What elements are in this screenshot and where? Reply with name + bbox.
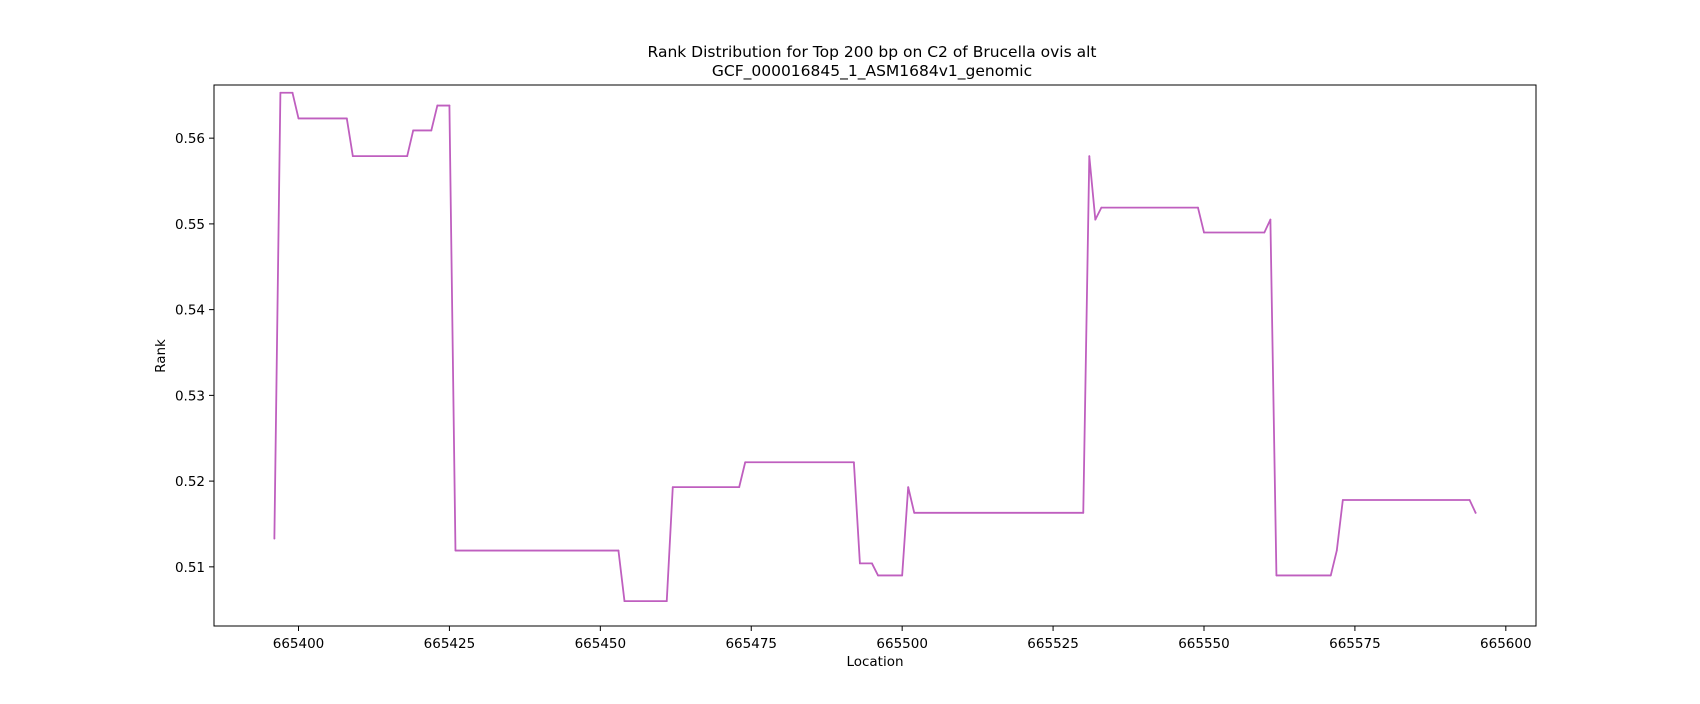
- data-point: [907, 486, 910, 489]
- chart-title: Rank Distribution for Top 200 bp on C2 o…: [648, 43, 1097, 61]
- data-point: [1263, 231, 1266, 234]
- y-tick-label: 0.51: [175, 560, 205, 576]
- plot-frame: [213, 84, 1537, 627]
- y-axis-label: Rank: [153, 339, 169, 373]
- data-point: [852, 461, 855, 464]
- data-point: [297, 117, 300, 120]
- data-point: [412, 129, 415, 132]
- data-point: [623, 600, 626, 603]
- data-point: [1329, 574, 1332, 577]
- x-tick-label: 665600: [1480, 636, 1532, 652]
- y-tick-label: 0.52: [175, 474, 205, 490]
- plot-area: 665400 665425 665450 665475 665500 665525 6655…: [175, 91, 1532, 652]
- data-point: [1468, 499, 1471, 501]
- x-tick-label: 665500: [876, 636, 928, 652]
- data-point: [436, 104, 439, 107]
- x-tick-label: 665425: [424, 636, 476, 652]
- data-point: [1275, 574, 1278, 577]
- data-point: [859, 562, 861, 565]
- data-point: [1088, 155, 1091, 158]
- data-point: [1094, 218, 1097, 221]
- data-point: [1269, 218, 1272, 221]
- x-tick-label: 665550: [1178, 636, 1230, 652]
- data-point: [1341, 499, 1344, 501]
- data-point: [406, 155, 409, 158]
- data-point: [1100, 206, 1103, 209]
- chart-subtitle: GCF_000016845_1_ASM1684v1_genomic: [712, 62, 1032, 81]
- y-tick-label: 0.56: [175, 131, 205, 147]
- data-point: [1474, 511, 1477, 514]
- data-point: [617, 549, 620, 552]
- data-point: [665, 600, 668, 603]
- y-tick-label: 0.55: [175, 217, 205, 233]
- data-point: [273, 537, 276, 540]
- x-tick-label: 665475: [725, 636, 777, 652]
- data-point: [1197, 206, 1199, 209]
- data-point: [1335, 549, 1338, 552]
- data-point: [345, 117, 348, 120]
- x-tick-label: 665450: [575, 636, 627, 652]
- data-point: [454, 549, 457, 552]
- data-point: [913, 511, 916, 514]
- x-tick-label: 665400: [273, 636, 325, 652]
- data-point: [1082, 511, 1085, 514]
- data-point: [901, 574, 904, 577]
- y-tick-label: 0.54: [175, 303, 205, 319]
- data-point: [877, 574, 879, 577]
- data-point: [430, 129, 433, 132]
- data-point: [738, 486, 741, 489]
- data-point: [744, 461, 747, 464]
- x-tick-label: 665575: [1329, 636, 1381, 652]
- data-point: [291, 91, 294, 94]
- x-axis-label: Location: [846, 654, 903, 670]
- y-tick-label: 0.53: [175, 388, 205, 404]
- data-point: [279, 91, 282, 94]
- data-point: [1203, 231, 1205, 234]
- data-point: [448, 104, 451, 107]
- data-point: [871, 562, 873, 565]
- data-point: [351, 155, 354, 158]
- data-point: [671, 486, 674, 489]
- x-tick-label: 665525: [1027, 636, 1079, 652]
